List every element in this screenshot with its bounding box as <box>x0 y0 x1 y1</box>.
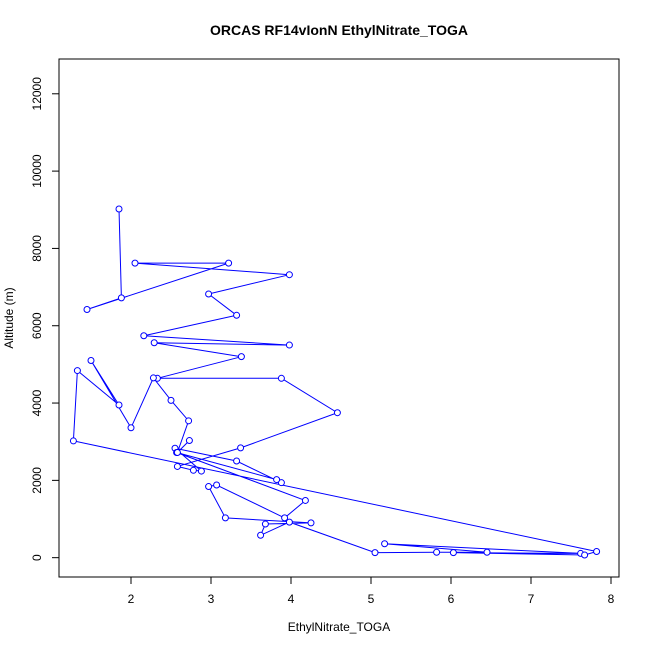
data-point <box>173 462 181 470</box>
data-point <box>73 367 81 375</box>
data-point <box>581 551 589 559</box>
data-point <box>83 305 91 313</box>
data-point <box>285 271 293 279</box>
y-axis-label: Altitude (m) <box>2 287 16 348</box>
x-tick-label: 6 <box>448 592 455 606</box>
data-point <box>257 531 265 539</box>
y-tick-label: 0 <box>30 554 44 561</box>
data-point <box>237 444 245 452</box>
data-point <box>185 417 193 425</box>
data-point <box>173 449 181 457</box>
x-axis: 2 3 4 5 6 7 8 <box>128 576 615 606</box>
x-tick-label: 7 <box>528 592 535 606</box>
y-tick-label: 10000 <box>30 154 44 188</box>
x-tick-label: 4 <box>288 592 295 606</box>
data-point <box>433 548 441 556</box>
y-tick-label: 4000 <box>30 389 44 416</box>
data-point <box>449 549 457 557</box>
data-point <box>381 540 389 548</box>
data-point <box>117 294 125 302</box>
data-point <box>131 259 139 267</box>
plot-frame <box>58 58 620 578</box>
data-point <box>593 547 601 555</box>
y-tick-label: 6000 <box>30 312 44 339</box>
data-point <box>277 479 285 487</box>
data-point <box>87 357 95 365</box>
y-tick-label: 2000 <box>30 467 44 494</box>
data-point <box>197 467 205 475</box>
data-point <box>273 476 281 484</box>
data-point <box>205 290 213 298</box>
data-point <box>333 409 341 417</box>
chart-title: ORCAS RF14vIonN EthylNitrate_TOGA <box>210 22 468 38</box>
data-point <box>277 374 285 382</box>
y-tick-label: 8000 <box>30 235 44 262</box>
data-point <box>115 401 123 409</box>
data-point <box>261 520 269 528</box>
data-point <box>167 396 175 404</box>
data-point <box>301 496 309 504</box>
data-point <box>233 457 241 465</box>
x-tick-label: 3 <box>208 592 215 606</box>
data-point <box>233 311 241 319</box>
x-tick-label: 8 <box>608 592 615 606</box>
data-point <box>285 518 293 526</box>
data-point <box>285 341 293 349</box>
data-point <box>205 483 213 491</box>
series-line <box>72 208 597 556</box>
data-point <box>69 437 77 445</box>
y-axis: 0 2000 4000 6000 8000 10000 12000 <box>30 77 60 561</box>
data-point <box>237 353 245 361</box>
data-point <box>115 205 123 213</box>
data-point <box>149 374 157 382</box>
data-point <box>127 424 135 432</box>
data-point <box>150 339 158 347</box>
series-layer <box>69 205 601 559</box>
x-tick-label: 5 <box>368 592 375 606</box>
data-point <box>213 481 221 489</box>
data-point <box>221 514 229 522</box>
x-axis-label: EthylNitrate_TOGA <box>288 620 390 634</box>
data-point <box>140 332 148 340</box>
data-point <box>281 514 289 522</box>
data-point <box>307 519 315 527</box>
y-tick-label: 12000 <box>30 77 44 111</box>
data-point <box>185 437 193 445</box>
data-point <box>189 466 197 474</box>
x-tick-label: 2 <box>128 592 135 606</box>
data-point <box>483 548 491 556</box>
data-point <box>371 549 379 557</box>
data-point <box>225 259 233 267</box>
